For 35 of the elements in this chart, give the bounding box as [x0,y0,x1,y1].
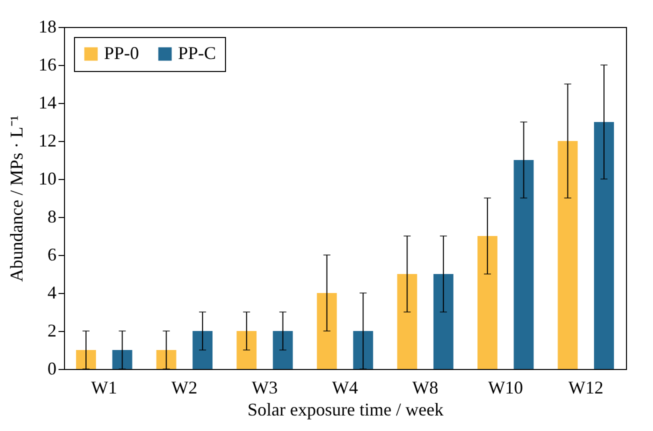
x-tick-label: W12 [568,378,604,398]
y-tick-label: 4 [48,282,56,302]
bar [397,274,418,369]
x-tick-label: W8 [412,378,438,398]
y-tick-label: 14 [38,92,56,112]
x-tick-label: W2 [171,378,198,398]
y-axis-title: Abundance / MPs · L⁻¹ [6,115,26,282]
bar [76,350,96,369]
x-tick-label: W1 [91,378,118,398]
bar [594,122,614,369]
y-tick-label: 6 [48,244,56,264]
bar [156,350,176,369]
y-tick-label: 18 [38,16,56,36]
bar [433,274,454,369]
legend-label: PP-0 [104,43,140,63]
bar [272,331,293,369]
bar [514,160,534,369]
y-tick-label: 2 [48,320,56,340]
bar [477,236,498,369]
y-tick-label: 8 [48,206,56,226]
bar [353,331,374,369]
y-tick-label: 16 [38,54,56,74]
legend-label: PP-C [178,43,216,63]
bar [236,331,257,369]
y-tick-label: 12 [38,130,56,150]
x-tick-label: W3 [252,378,278,398]
x-axis-title: Solar exposure time / week [248,400,444,420]
y-tick-label: 10 [38,168,56,188]
bar [558,141,578,369]
bar [192,331,213,369]
x-tick-label: W10 [488,378,524,398]
bar [316,293,337,369]
y-tick-label: 0 [48,358,56,378]
bar [112,350,132,369]
x-tick-label: W4 [332,378,358,398]
